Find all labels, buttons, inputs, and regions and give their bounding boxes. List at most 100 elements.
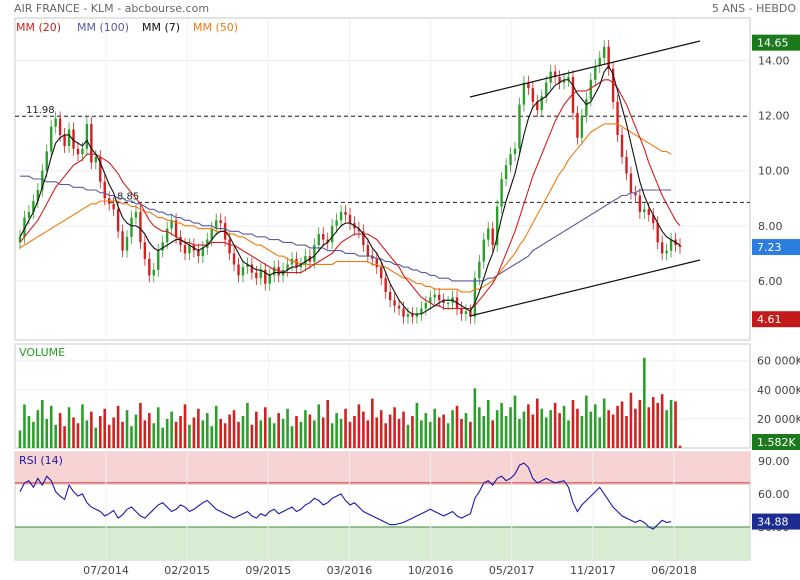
volume-bar [518, 418, 521, 448]
candle-body [50, 126, 53, 152]
volume-bar [464, 413, 468, 448]
volume-bar [531, 414, 535, 448]
candle-body [602, 46, 606, 58]
candle-body [232, 253, 236, 265]
rsi-polyline [19, 462, 672, 530]
volume-tick-label: 20 000K [757, 413, 800, 426]
candle-body [179, 236, 182, 246]
volume-bar [504, 416, 508, 448]
candle-body [429, 297, 432, 303]
candle-body [335, 220, 338, 226]
channel-lower-line [469, 259, 701, 317]
candle-body [188, 245, 191, 254]
candle-body [616, 101, 619, 135]
candle-body [326, 239, 329, 243]
volume-bar [165, 418, 169, 448]
legend-item: MM (20) [16, 21, 61, 34]
candle-body [255, 272, 258, 279]
volume-bar [107, 424, 111, 448]
candle-body [130, 217, 133, 237]
candle-body [366, 245, 370, 257]
candle-body [58, 118, 62, 135]
volume-bar [598, 417, 602, 448]
candle-body [215, 220, 218, 229]
volume-bar [469, 421, 472, 448]
volume-bar [281, 418, 285, 448]
candle-body [620, 134, 624, 157]
volume-bar [290, 426, 294, 448]
rsi-tick-label: 60.00 [758, 488, 790, 501]
candle-body [125, 236, 129, 251]
volume-bar [495, 410, 499, 448]
candle-body [134, 212, 138, 218]
candle-body [656, 223, 659, 243]
volume-bar [339, 418, 343, 448]
volume-bar [379, 410, 383, 448]
candle-body [246, 264, 249, 268]
volume-bar [406, 424, 410, 448]
volume-bar [366, 420, 370, 448]
volume-bar [286, 408, 289, 448]
candle-body [545, 82, 548, 97]
volume-bar [558, 413, 561, 448]
volume-bar [571, 400, 575, 448]
volume-bar [433, 408, 437, 448]
candle-body [27, 212, 31, 218]
candle-body [629, 173, 633, 193]
volume-bar [313, 420, 316, 448]
ma50-line [19, 123, 672, 293]
volume-bar [228, 414, 231, 448]
volume-bar [192, 417, 196, 448]
x-tick-label: 06/2018 [651, 564, 697, 577]
candle-body [18, 236, 22, 243]
volume-bar [85, 420, 89, 448]
volume-bar [90, 411, 93, 448]
volume-bar [18, 430, 22, 448]
candle-body [45, 151, 48, 171]
period-label: 5 ANS - HEBDO [712, 2, 796, 15]
volume-bar [513, 395, 517, 448]
volume-bar [237, 421, 240, 448]
candle-body [250, 264, 254, 273]
candle-body [384, 278, 387, 292]
volume-bar [509, 407, 512, 448]
last-price-badge: 7.23 [757, 241, 782, 254]
volume-bar [353, 416, 356, 448]
volume-bar [317, 404, 321, 448]
volume-bar [562, 405, 566, 448]
candle-body [411, 313, 414, 317]
candle-body [103, 181, 106, 199]
volume-tick-label: 40 000K [757, 384, 800, 397]
candle-body [397, 305, 401, 309]
volume-bar [602, 398, 606, 448]
candle-body [594, 66, 597, 80]
volume-bar [344, 408, 347, 448]
volume-bar [451, 410, 454, 448]
candle-body [518, 104, 521, 149]
candle-body [415, 313, 419, 317]
ma20-line [19, 79, 681, 310]
volume-bar [330, 423, 334, 448]
volume-bar [94, 427, 98, 448]
volume-bar [121, 421, 124, 448]
volume-last-badge-bg [752, 434, 800, 450]
volume-bar [553, 402, 557, 448]
x-tick-label: 07/2014 [83, 564, 129, 577]
candle-body [210, 228, 213, 240]
volume-bar [63, 426, 66, 448]
candle-body [241, 267, 245, 276]
candle-body [647, 209, 650, 215]
volume-bar [540, 408, 544, 448]
high-badge-bg [752, 34, 800, 51]
candle-body [487, 228, 490, 240]
value-badges: 14.65 7.23 4.61 1.582K 34.88 [752, 34, 800, 530]
candle-body [268, 275, 271, 284]
candle-body [85, 123, 89, 149]
candle-body [638, 195, 642, 213]
volume-bar [174, 421, 178, 448]
x-tick-label: 09/2015 [245, 564, 291, 577]
volume-bar [388, 414, 392, 448]
volume-bar [205, 413, 209, 448]
candle-body [139, 212, 142, 243]
volume-bar [576, 408, 579, 448]
